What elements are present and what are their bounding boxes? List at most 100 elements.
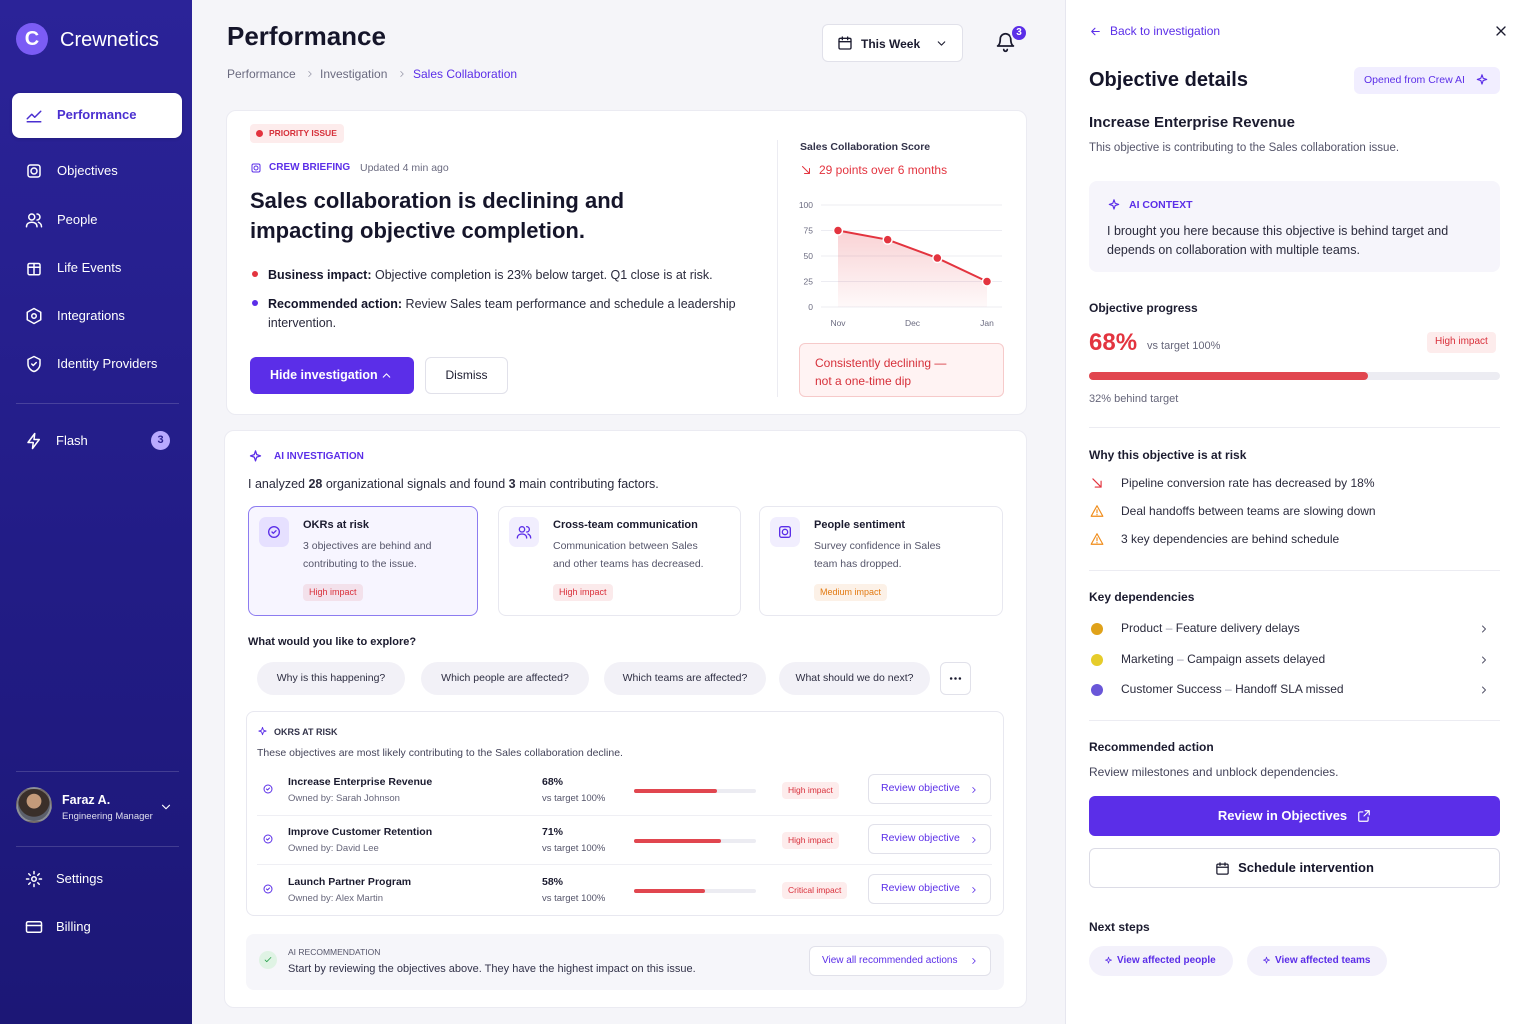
nav-item[interactable]: Settings [56, 871, 103, 886]
icon-shape [949, 677, 953, 680]
chart-change: 29 points over 6 months [819, 163, 948, 177]
okr-progress: 58% [542, 876, 564, 888]
icon-shape [266, 887, 270, 891]
breadcrumb-item[interactable]: Investigation [320, 67, 388, 81]
factor-title: Cross-team communication [553, 519, 698, 531]
icon-shape [779, 526, 791, 538]
review-button[interactable]: Review objective [868, 824, 991, 854]
sidebar-divider [16, 403, 179, 404]
icon-shape [25, 870, 43, 888]
objective-name: Increase Enterprise Revenue [1089, 114, 1295, 131]
flash-icon [27, 432, 40, 450]
okr-owner: Owned by: David Lee [288, 843, 379, 854]
review-objectives-button[interactable]: Review in Objectives [1089, 796, 1500, 836]
user-name: Faraz A. [62, 793, 111, 807]
nav-item[interactable]: Billing [56, 919, 91, 934]
briefing-divider [777, 140, 778, 397]
back-link[interactable]: Back to investigation [1110, 24, 1221, 38]
period-chevron [937, 41, 946, 46]
dependency-text[interactable]: Product – Feature delivery delays [1121, 621, 1300, 636]
review-button[interactable]: Review objective [868, 774, 991, 804]
factor-description: Survey confidence in Sales team has drop… [814, 540, 941, 570]
icon-shape [996, 32, 1015, 47]
question-chip[interactable]: Which people are affected? [421, 662, 589, 695]
icon-shape [271, 530, 277, 534]
review-button[interactable]: Review objective [868, 874, 991, 904]
breadcrumb-item[interactable]: Performance [227, 67, 296, 81]
icon-shape [1091, 27, 1100, 36]
notification-bell[interactable] [995, 32, 1016, 53]
briefing-label: CREW BRIEFING [269, 162, 351, 173]
summary-part: 28 [308, 477, 323, 491]
icon-shape [972, 787, 976, 793]
factor-icon [268, 526, 280, 538]
schedule-button[interactable]: Schedule intervention [1089, 848, 1500, 888]
next-step-chip[interactable]: View affected teams [1247, 946, 1387, 976]
nav-item[interactable]: Flash [56, 433, 88, 448]
okr-name: Increase Enterprise Revenue [288, 776, 433, 788]
nav-item[interactable]: Objectives [57, 163, 118, 178]
investigation-label: AI INVESTIGATION [274, 451, 364, 462]
ai-context-label: AI CONTEXT [1129, 199, 1193, 211]
breadcrumb-item[interactable]: Sales Collaboration [413, 67, 518, 81]
y-tick-label: 50 [804, 251, 814, 261]
icon-shape [972, 837, 976, 843]
icon-shape [937, 41, 946, 46]
calendar-icon [1216, 861, 1229, 875]
briefing-updated: Updated 4 min ago [360, 162, 449, 174]
summary-part: organizational signals and found [325, 477, 506, 491]
view-all-button[interactable]: View all recommended actions [809, 946, 991, 976]
icon-shape [1482, 686, 1486, 694]
y-tick-label: 0 [808, 302, 813, 312]
nav-icon [27, 355, 41, 373]
icon-shape [972, 958, 976, 964]
progress-fill [634, 789, 717, 793]
flash-badge: 3 [151, 431, 170, 450]
progress-heading: Objective progress [1089, 301, 1198, 315]
notification-badge: 3 [1010, 24, 1028, 42]
explore-prompt: What would you like to explore? [248, 636, 417, 648]
score-line [837, 229, 988, 283]
ai-context-box [1089, 181, 1500, 272]
user-menu[interactable] [159, 800, 173, 814]
hide-button[interactable]: Hide investigation [250, 357, 414, 394]
x-tick-label: Nov [830, 318, 846, 328]
nav-item[interactable]: Performance [57, 107, 137, 122]
nav-item[interactable]: Life Events [57, 260, 122, 275]
okr-row-icon [263, 884, 273, 894]
external-icon [1358, 810, 1371, 822]
hide-chevron [382, 373, 391, 378]
action-heading: Recommended action [1089, 740, 1214, 754]
score-chart: 0 25 50 75 100 Nov Dec Jan [799, 200, 1002, 328]
nav-item[interactable]: Integrations [57, 308, 125, 323]
dependency-text[interactable]: Customer Success – Handoff SLA missed [1121, 682, 1344, 697]
okr-progress: 68% [542, 776, 564, 788]
period-label: This Week [861, 37, 921, 51]
impact-pill: High impact [782, 782, 839, 799]
question-chip[interactable]: What should we do next? [779, 662, 930, 695]
okr-description: These objectives are most likely contrib… [257, 747, 623, 759]
next-step-chip[interactable]: View affected people [1089, 946, 1233, 976]
row-divider [257, 864, 992, 865]
nav-icon [25, 921, 43, 933]
icon-shape [516, 533, 528, 539]
icon-shape [838, 36, 852, 43]
icon-shape [27, 164, 41, 178]
question-chip[interactable]: Which teams are affected? [604, 662, 766, 695]
okr-target: vs target 100% [542, 893, 606, 904]
nav-icon [25, 213, 43, 228]
dependency-issue: Campaign assets delayed [1187, 652, 1326, 666]
question-chip[interactable]: Why is this happening? [257, 662, 405, 695]
dismiss-button[interactable]: Dismiss [425, 357, 508, 394]
review-chevron [972, 887, 976, 893]
dependency-team: Customer Success [1121, 682, 1222, 696]
more-button[interactable] [940, 662, 971, 695]
nav-item[interactable]: Identity Providers [57, 356, 158, 371]
nav-item[interactable]: People [57, 212, 98, 227]
dependency-chevron [1482, 686, 1486, 694]
dependency-text[interactable]: Marketing – Campaign assets delayed [1121, 652, 1325, 667]
close-button[interactable] [1493, 23, 1509, 39]
factor-description: Communication between Sales and other te… [553, 540, 704, 570]
nav-icon [26, 307, 42, 325]
